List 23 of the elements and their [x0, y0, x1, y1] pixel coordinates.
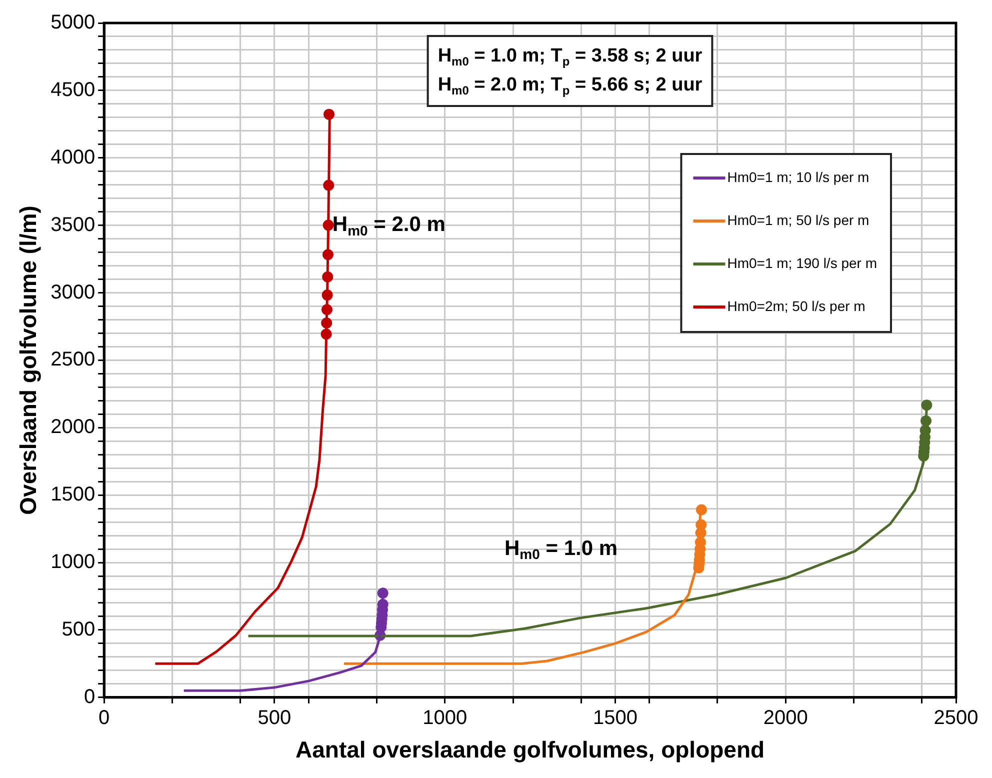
y-tick-label: 4000	[50, 146, 96, 168]
legend-label: Hm0=2m; 50 l/s per m	[727, 298, 866, 314]
y-axis-title: Overslaand golfvolume (l/m)	[15, 206, 42, 515]
x-tick-label: 1500	[592, 706, 638, 729]
y-tick-label: 1000	[50, 551, 96, 574]
x-tick-label: 500	[258, 706, 292, 729]
legend-label: Hm0=1 m; 190 l/s per m	[727, 254, 878, 271]
y-tick-label: 3000	[50, 281, 96, 304]
x-axis-title: Aantal overslaande golfvolumes, oplopend	[296, 736, 765, 763]
y-tick-label: 2000	[50, 416, 96, 438]
x-tick-label: 2000	[763, 706, 808, 729]
y-tick-label: 1500	[50, 484, 96, 506]
x-tick-label: 0	[98, 706, 110, 729]
x-tick-label: 1000	[422, 706, 468, 729]
legend-label: Hm0=1 m; 10 l/s per m	[727, 168, 870, 185]
y-tick-label: 500	[62, 618, 96, 640]
x-tick-label: 2500	[934, 706, 978, 729]
y-tick-label: 4500	[50, 78, 96, 101]
y-tick-label: 0	[84, 686, 96, 708]
legend-label: Hm0=1 m; 50 l/s per m	[727, 212, 870, 228]
y-tick-label: 5000	[50, 12, 96, 34]
y-tick-label: 2500	[50, 348, 96, 371]
y-tick-label: 3500	[50, 214, 96, 236]
